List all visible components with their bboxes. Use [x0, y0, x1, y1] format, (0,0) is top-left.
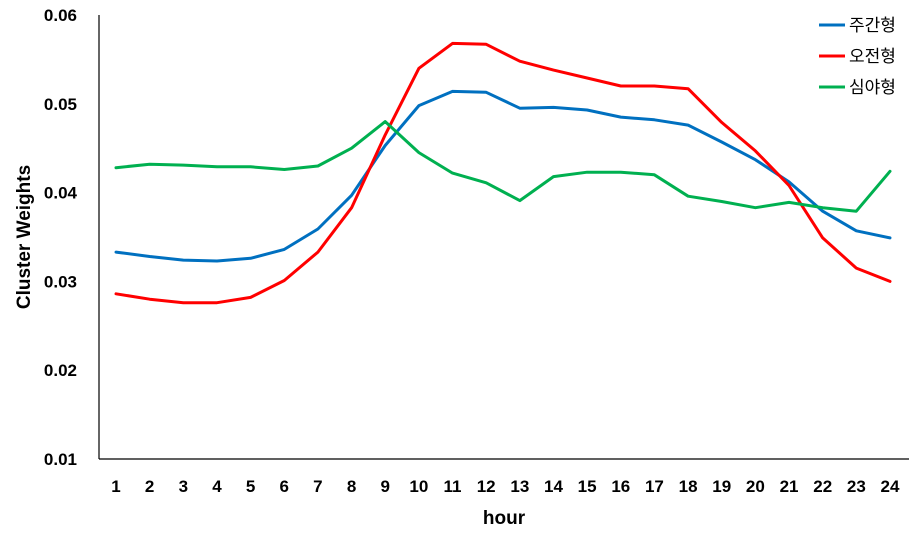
- x-tick-label: 23: [847, 477, 866, 496]
- x-tick-label: 10: [409, 477, 428, 496]
- x-tick-label: 8: [347, 477, 356, 496]
- legend-item: 주간형: [819, 16, 896, 36]
- series-line-2: [114, 41, 892, 305]
- y-tick-label: 0.02: [44, 361, 77, 380]
- x-axis-title: hour: [483, 508, 526, 529]
- x-tick-label: 7: [313, 477, 322, 496]
- y-tick-label: 0.06: [44, 6, 77, 25]
- x-tick-label: 6: [280, 477, 289, 496]
- legend-label: 주간형: [849, 16, 896, 36]
- x-tick-label: 20: [746, 477, 765, 496]
- y-axis-ticks: 0.01 0.02 0.03 0.04 0.05 0.06: [44, 6, 78, 469]
- x-tick-label: 3: [179, 477, 188, 496]
- x-tick-label: 4: [212, 477, 222, 496]
- y-tick-label: 0.04: [44, 184, 78, 203]
- y-axis-title: Cluster Weights: [14, 165, 35, 309]
- legend-label: 오전형: [849, 47, 896, 67]
- legend-label: 심야형: [849, 78, 896, 98]
- x-tick-label: 14: [544, 477, 563, 496]
- y-tick-label: 0.01: [44, 450, 77, 469]
- x-tick-label: 17: [645, 477, 664, 496]
- series-line-1: [114, 89, 892, 263]
- x-tick-label: 1: [111, 477, 120, 496]
- legend-item: 오전형: [819, 47, 896, 67]
- x-axis-ticks: 1 2 3 4 5 6 7 8 9 10 11 12 13 14 15 16 17 18 19 20 21 22 23 24: [111, 477, 900, 496]
- plot-area: [98, 15, 909, 460]
- x-tick-label: 24: [881, 477, 900, 496]
- x-tick-label: 15: [578, 477, 597, 496]
- x-tick-label: 21: [780, 477, 799, 496]
- x-tick-label: 2: [145, 477, 154, 496]
- x-tick-label: 22: [813, 477, 832, 496]
- x-tick-label: 16: [611, 477, 630, 496]
- series-lines: [114, 41, 892, 305]
- x-tick-label: 18: [679, 477, 698, 496]
- series-line-3: [114, 120, 892, 213]
- x-tick-label: 9: [380, 477, 389, 496]
- y-tick-label: 0.03: [44, 272, 77, 291]
- x-tick-label: 11: [444, 477, 462, 496]
- x-tick-label: 5: [246, 477, 255, 496]
- y-tick-label: 0.05: [44, 95, 77, 114]
- x-tick-label: 12: [477, 477, 496, 496]
- x-tick-label: 19: [712, 477, 731, 496]
- x-tick-label: 13: [510, 477, 529, 496]
- legend-item: 심야형: [819, 78, 896, 98]
